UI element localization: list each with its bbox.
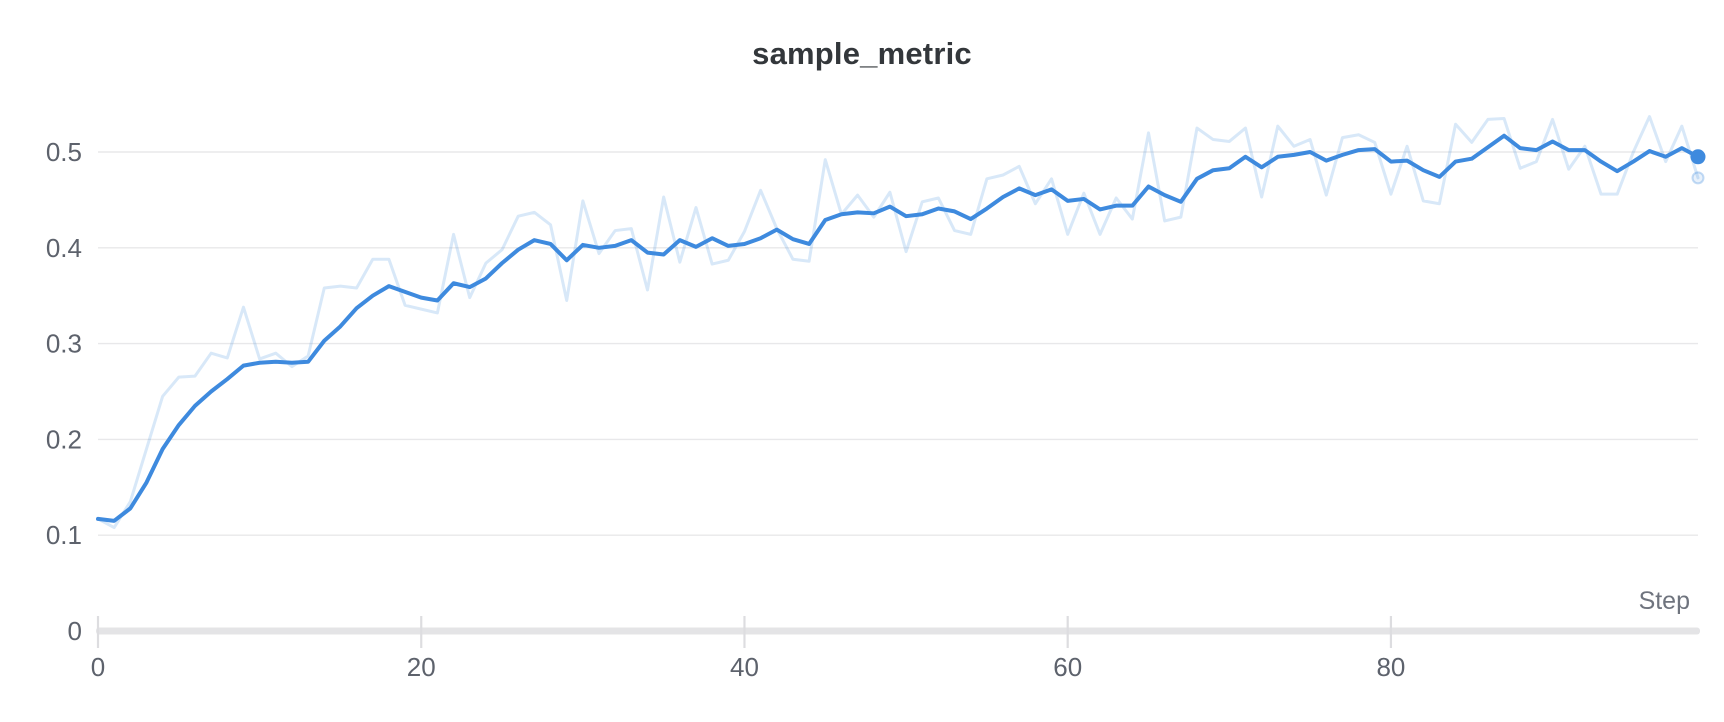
x-tick-mark — [96, 616, 100, 648]
y-tick-label: 0 — [68, 616, 82, 646]
raw-line — [96, 115, 1700, 530]
tick-labels-layer: 0 0.1 0.2 0.3 0.4 0.5 0 20 40 60 80 — [46, 137, 1406, 682]
x-tick-label: 60 — [1053, 652, 1082, 682]
x-tick-mark — [1066, 616, 1069, 648]
y-tick-label: 0.4 — [46, 233, 82, 263]
x-tick-label: 80 — [1376, 652, 1405, 682]
x-axis-title: Step — [1639, 587, 1690, 615]
series-layer — [96, 115, 1706, 530]
x-axis-line — [96, 627, 1700, 635]
gridlines-layer — [98, 151, 1698, 536]
y-tick-label: 0.3 — [46, 329, 82, 359]
y-tick-label: 0.5 — [46, 137, 82, 167]
y-tick-label: 0.1 — [46, 520, 82, 550]
chart-title: sample_metric — [752, 36, 972, 71]
x-tick-label: 0 — [91, 652, 105, 682]
y-tick-label: 0.2 — [46, 424, 82, 454]
smoothed-line — [96, 133, 1700, 523]
x-tick-label: 20 — [407, 652, 436, 682]
axis-layer — [96, 616, 1700, 648]
final-value-dot — [1690, 149, 1706, 165]
x-tick-label: 40 — [730, 652, 759, 682]
final-raw-value-dot — [1691, 171, 1705, 185]
x-tick-mark — [420, 616, 423, 648]
x-tick-mark — [1389, 616, 1393, 648]
x-tick-mark — [743, 616, 746, 648]
